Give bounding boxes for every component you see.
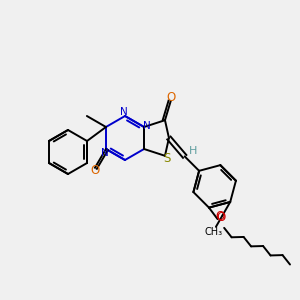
Text: N: N <box>120 107 128 117</box>
Text: H: H <box>188 146 197 156</box>
Text: S: S <box>163 152 171 165</box>
Text: CH₃: CH₃ <box>205 227 223 237</box>
Text: O: O <box>215 210 224 223</box>
Text: O: O <box>90 164 100 177</box>
Text: N: N <box>143 121 151 131</box>
Text: O: O <box>166 91 175 104</box>
Text: O: O <box>216 211 225 224</box>
Text: N: N <box>101 148 109 158</box>
